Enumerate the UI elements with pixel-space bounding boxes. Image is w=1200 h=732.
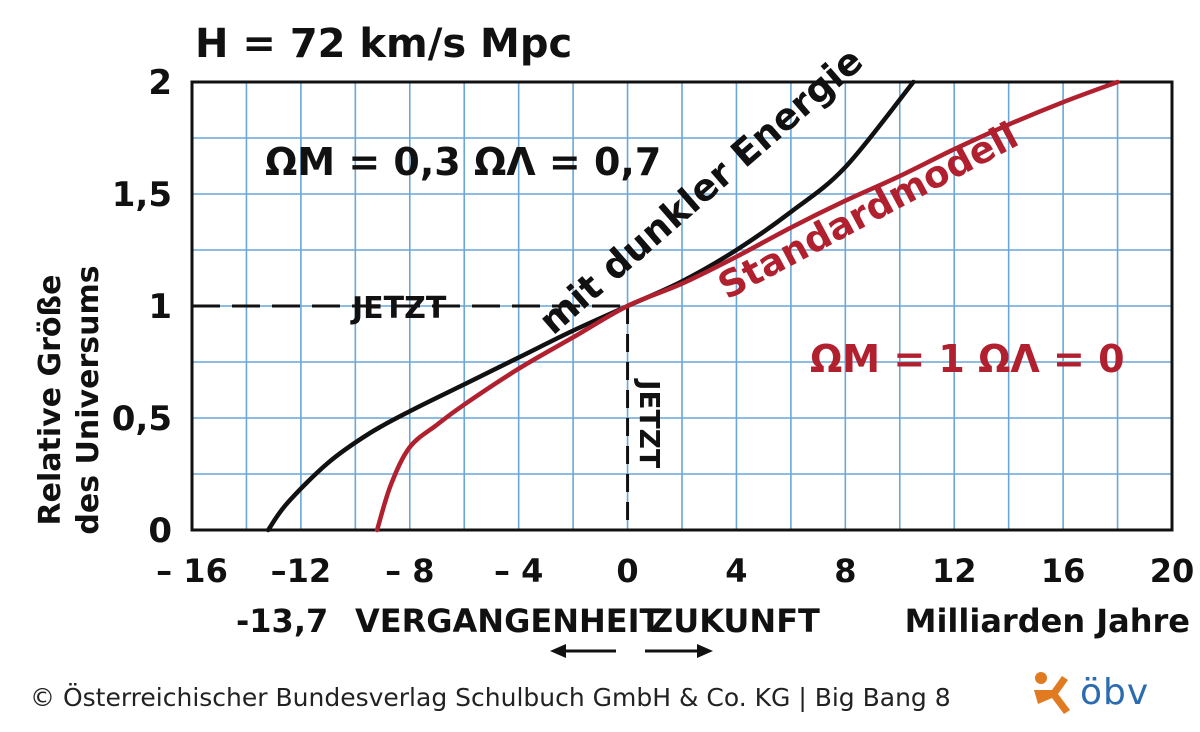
logo-text: öbv [1080,672,1150,713]
x-tick-label: 8 [834,552,856,590]
past-label: VERGANGENHEIT [355,602,662,640]
x-tick-label: – 8 [385,552,434,590]
series-line-dark-energy [265,79,916,533]
y-axis-label-line1: Relative Größe [33,275,68,526]
x-tick-label: 4 [725,552,747,590]
x-tick-label: 0 [616,552,638,590]
past-arrow [550,644,616,658]
now-vertical-label: JETZT [633,378,666,468]
y-tick-label: 2 [148,63,172,103]
y-tick-label: 1,5 [112,175,172,215]
standard-params: ΩM = 1 ΩΛ = 0 [810,337,1125,381]
y-tick-label: 0 [148,511,172,551]
age-label: -13,7 [236,602,328,640]
y-tick-label: 0,5 [112,399,172,439]
grid [191,81,1173,531]
x-tick-label: 20 [1150,552,1195,590]
y-tick-label: 1 [148,287,172,327]
now-lines [192,304,630,530]
future-arrow [645,644,713,658]
top-label: H = 72 km/s Mpc [195,21,572,67]
publisher-logo: öbv [1030,668,1180,718]
series-line-standard [374,79,1120,533]
ticks: – 16 –12 – 8 – 4 0 4 8 12 16 20 0 0,5 1 1,5 2 [112,63,1195,590]
x-tick-label: –12 [271,552,332,590]
copyright-footer: © Österreichischer Bundesverlag Schulbuc… [30,683,951,712]
x-tick-label: 16 [1041,552,1086,590]
x-axis-label: Milliarden Jahre [905,602,1190,640]
logo-star-icon [1034,672,1070,714]
y-axis-label-line2: des Universums [71,265,106,534]
x-tick-label: – 4 [494,552,543,590]
x-tick-label: 12 [932,552,977,590]
dark-energy-params: ΩM = 0,3 ΩΛ = 0,7 [265,140,661,184]
now-horizontal-label: JETZT [350,291,447,326]
chart: – 16 –12 – 8 – 4 0 4 8 12 16 20 0 0,5 1 1,5 2 H = 72 k… [33,21,1195,658]
series-layer [265,79,1120,533]
future-label: ZUKUNFT [650,602,820,640]
x-tick-label: – 16 [156,552,228,590]
